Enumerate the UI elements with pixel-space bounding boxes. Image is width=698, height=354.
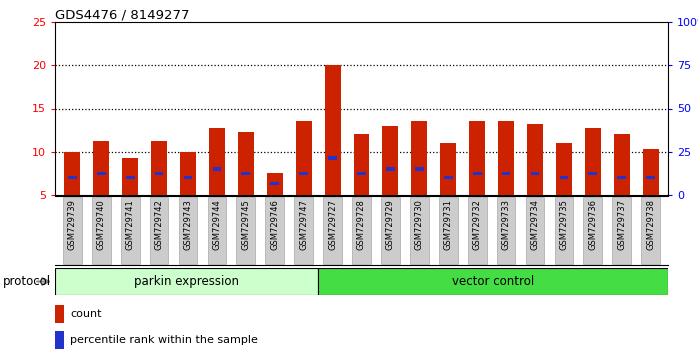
Text: GSM729745: GSM729745 — [242, 199, 251, 250]
FancyBboxPatch shape — [468, 198, 487, 264]
FancyBboxPatch shape — [526, 198, 544, 264]
FancyBboxPatch shape — [641, 198, 660, 264]
Bar — [530, 172, 540, 175]
Text: GSM729730: GSM729730 — [415, 199, 424, 250]
FancyBboxPatch shape — [55, 268, 318, 295]
Bar — [184, 176, 193, 179]
FancyBboxPatch shape — [497, 198, 515, 264]
Bar — [588, 172, 597, 175]
Bar — [267, 173, 283, 195]
Bar — [299, 172, 308, 175]
Bar — [383, 126, 399, 195]
Bar — [411, 121, 427, 195]
Bar — [155, 172, 163, 175]
Text: GSM729731: GSM729731 — [444, 199, 453, 250]
Bar — [560, 176, 568, 179]
FancyBboxPatch shape — [179, 198, 198, 264]
FancyBboxPatch shape — [584, 198, 602, 264]
FancyBboxPatch shape — [381, 198, 400, 264]
Bar — [357, 172, 366, 175]
Bar — [94, 141, 109, 195]
Text: GDS4476 / 8149277: GDS4476 / 8149277 — [55, 9, 189, 22]
Bar — [646, 176, 655, 179]
Text: GSM729744: GSM729744 — [212, 199, 221, 250]
Text: GSM729727: GSM729727 — [328, 199, 337, 250]
Bar — [126, 176, 135, 179]
Text: parkin expression: parkin expression — [134, 275, 239, 288]
Bar — [180, 152, 196, 195]
Text: GSM729729: GSM729729 — [386, 199, 395, 250]
Bar — [556, 143, 572, 195]
Text: percentile rank within the sample: percentile rank within the sample — [70, 335, 258, 345]
Bar — [242, 172, 250, 175]
Bar — [209, 127, 225, 195]
FancyBboxPatch shape — [237, 198, 255, 264]
FancyBboxPatch shape — [352, 198, 371, 264]
Text: GSM729743: GSM729743 — [184, 199, 193, 250]
Text: GSM729740: GSM729740 — [97, 199, 106, 250]
Bar — [444, 176, 452, 179]
Bar — [213, 167, 221, 171]
Text: GSM729737: GSM729737 — [617, 199, 626, 250]
Bar — [643, 149, 659, 195]
FancyBboxPatch shape — [149, 198, 168, 264]
Bar — [238, 132, 254, 195]
Text: GSM729747: GSM729747 — [299, 199, 309, 250]
Bar — [97, 172, 105, 175]
Bar — [122, 158, 138, 195]
Bar — [151, 141, 167, 195]
Bar — [328, 156, 337, 160]
Bar — [386, 167, 395, 171]
Bar — [296, 121, 311, 195]
FancyBboxPatch shape — [554, 198, 573, 264]
Text: vector control: vector control — [452, 275, 534, 288]
Text: GSM729736: GSM729736 — [588, 199, 597, 250]
FancyBboxPatch shape — [63, 198, 82, 264]
Bar — [502, 172, 510, 175]
Text: protocol: protocol — [3, 275, 51, 288]
Text: GSM729741: GSM729741 — [126, 199, 135, 250]
FancyBboxPatch shape — [207, 198, 226, 264]
Text: GSM729733: GSM729733 — [502, 199, 510, 250]
Text: GSM729732: GSM729732 — [473, 199, 482, 250]
Text: GSM729734: GSM729734 — [530, 199, 540, 250]
FancyBboxPatch shape — [318, 268, 668, 295]
FancyBboxPatch shape — [295, 198, 313, 264]
Bar — [617, 176, 626, 179]
Bar — [415, 167, 424, 171]
Bar — [498, 121, 514, 195]
Bar — [68, 176, 77, 179]
Bar — [64, 152, 80, 195]
Bar — [440, 143, 456, 195]
Bar — [55, 306, 64, 323]
Bar — [270, 182, 279, 185]
FancyBboxPatch shape — [439, 198, 458, 264]
Bar — [527, 124, 543, 195]
Bar — [55, 331, 64, 349]
Text: GSM729746: GSM729746 — [270, 199, 279, 250]
Bar — [614, 135, 630, 195]
Text: count: count — [70, 309, 102, 319]
Text: GSM729738: GSM729738 — [646, 199, 655, 250]
FancyBboxPatch shape — [410, 198, 429, 264]
FancyBboxPatch shape — [612, 198, 631, 264]
FancyBboxPatch shape — [92, 198, 111, 264]
FancyBboxPatch shape — [265, 198, 284, 264]
Text: GSM729735: GSM729735 — [559, 199, 568, 250]
FancyBboxPatch shape — [323, 198, 342, 264]
Bar — [354, 135, 369, 195]
Bar — [585, 127, 601, 195]
Text: GSM729728: GSM729728 — [357, 199, 366, 250]
Bar — [473, 172, 482, 175]
Bar — [469, 121, 485, 195]
Text: GSM729739: GSM729739 — [68, 199, 77, 250]
Text: GSM729742: GSM729742 — [154, 199, 163, 250]
Bar — [325, 65, 341, 195]
FancyBboxPatch shape — [121, 198, 140, 264]
